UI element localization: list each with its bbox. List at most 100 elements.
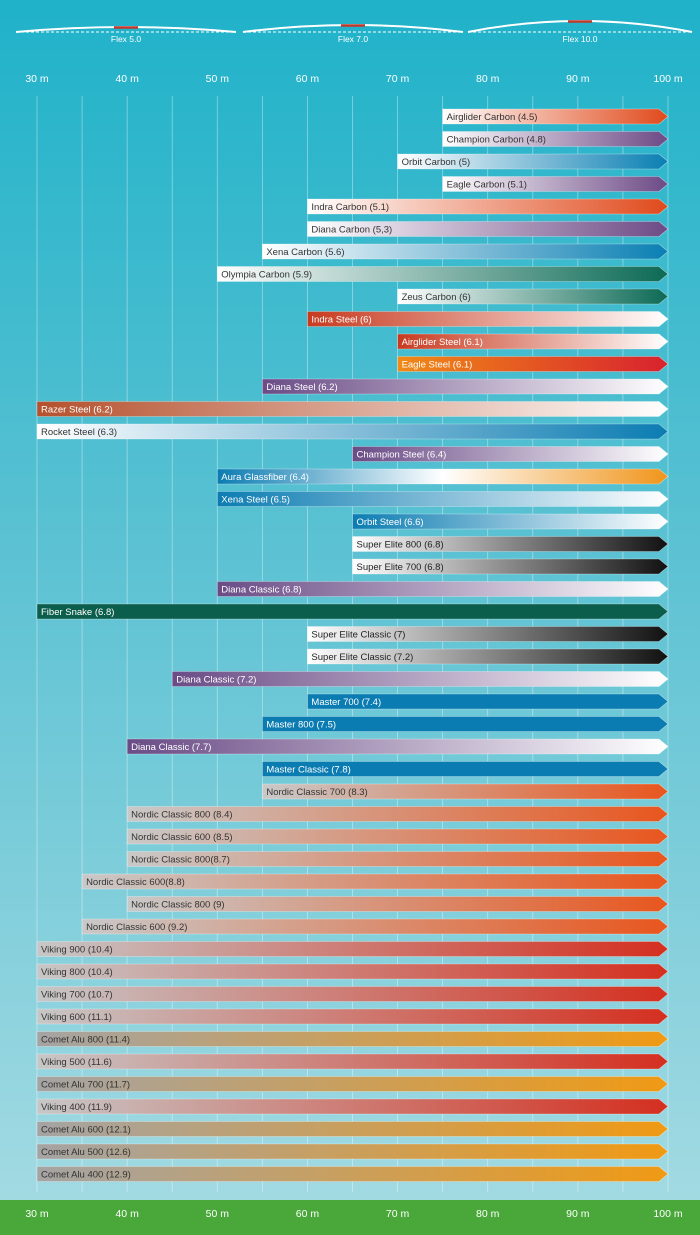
bar: Diana Classic (6.8) [216,581,669,597]
bar-label: Super Elite Classic (7) [311,630,405,641]
bar: Xena Steel (6.5) [216,491,669,507]
bar: Rocket Steel (6.3) [36,423,669,440]
bar-label: Diana Classic (6.8) [221,585,301,596]
bar-shape [262,783,669,800]
x-tick-label: 60 m [296,1208,320,1220]
bar: Airglider Carbon (4.5) [442,108,669,125]
bar-shape [397,153,669,170]
bar-label: Viking 500 (11.6) [41,1057,112,1068]
x-tick-label: 30 m [25,73,49,85]
bar: Nordic Classic 800 (8.4) [126,806,669,822]
bar-shape [307,626,669,642]
bar-shape [126,828,669,845]
bar: Diana Classic (7.7) [126,738,669,755]
bar-shape [216,468,669,485]
bar: Super Elite 700 (6.8) [352,558,669,575]
bar-shape [36,963,669,980]
bar-label: Nordic Classic 600(8.8) [86,877,185,888]
bar-shape [307,198,669,215]
bar: Viking 800 (10.4) [36,963,669,980]
bar-label: Nordic Classic 600 (9.2) [86,922,187,933]
bar: Orbit Steel (6.6) [352,513,669,530]
bar-shape [352,513,669,530]
bar-shape [352,536,669,552]
bar: Super Elite 800 (6.8) [352,536,669,552]
bar-label: Super Elite 700 (6.8) [357,562,444,573]
bar: Comet Alu 400 (12.9) [36,1166,669,1182]
bar-shape [216,491,669,507]
bar-label: Eagle Carbon (5.1) [447,180,527,191]
x-tick-label: 50 m [206,1208,230,1220]
bar: Comet Alu 800 (11.4) [36,1031,669,1047]
bar-shape [352,558,669,575]
bar-label: Diana Steel (6.2) [266,382,337,393]
bar-label: Nordic Classic 600 (8.5) [131,832,232,843]
bar: Viking 400 (11.9) [36,1098,669,1115]
x-tick-label: 80 m [476,73,500,85]
bar-shape [36,1008,669,1025]
bar-shape [262,761,669,777]
bar-label: Olympia Carbon (5.9) [221,270,312,281]
bar-shape [126,738,669,755]
bar-shape [36,941,669,957]
bar-shape [36,1166,669,1182]
bar: Master 800 (7.5) [262,716,669,732]
bar: Aura Glassfiber (6.4) [216,468,669,485]
bar-label: Orbit Carbon (5) [402,157,471,168]
bar-shape [262,716,669,732]
x-axis-top: 30 m 40 m 50 m 60 m 70 m 80 m 90 m 100 m [25,73,683,85]
bar: Eagle Steel (6.1) [397,356,669,372]
bar-label: Eagle Steel (6.1) [402,360,473,371]
flex-label: Flex 10.0 [563,34,598,44]
bar-shape [307,648,669,665]
bar-label: Comet Alu 400 (12.9) [41,1170,131,1181]
bar-label: Xena Steel (6.5) [221,495,290,506]
bar-label: Comet Alu 600 (12.1) [41,1125,131,1136]
x-tick-label: 50 m [206,73,230,85]
x-tick-label: 40 m [115,73,139,85]
x-tick-label: 60 m [296,73,320,85]
bar-shape [397,356,669,372]
bar-label: Viking 400 (11.9) [41,1102,112,1113]
bar: Viking 700 (10.7) [36,986,669,1002]
bar: Indra Carbon (5.1) [307,198,669,215]
bar-label: Super Elite Classic (7.2) [311,652,413,663]
bar: Champion Carbon (4.8) [442,131,669,147]
bar: Zeus Carbon (6) [397,288,669,305]
bar-shape [36,401,669,417]
bar: Viking 500 (11.6) [36,1053,669,1070]
bar-shape [36,1053,669,1070]
bar-shape [171,671,669,687]
bar-label: Comet Alu 700 (11.7) [41,1080,130,1091]
bar-shape [36,1143,669,1160]
bar: Master 700 (7.4) [307,693,669,710]
bar-label: Comet Alu 800 (11.4) [41,1035,130,1046]
x-tick-label: 70 m [386,1208,410,1220]
bar-label: Nordic Classic 800(8.7) [131,855,230,866]
bar-shape [216,266,669,282]
bar-shape [262,378,669,395]
bar-label: Orbit Steel (6.6) [357,517,424,528]
flex-item: Flex 7.0 [242,24,464,44]
bar-shape [36,986,669,1002]
bar-shape [442,108,669,125]
bar: Viking 600 (11.1) [36,1008,669,1025]
bar: Orbit Carbon (5) [397,153,669,170]
bar-label: Diana Classic (7.2) [176,675,256,686]
x-axis-bottom: 30 m 40 m 50 m 60 m 70 m 80 m 90 m 100 m [25,1208,683,1220]
bar-shape [307,693,669,710]
bar: Champion Steel (6.4) [352,446,669,462]
bar-shape [126,806,669,822]
bar-label: Viking 900 (10.4) [41,945,113,956]
bar-shape [36,1076,669,1092]
bar-shape [397,333,669,350]
bar-label: Airglider Carbon (4.5) [447,112,538,123]
bar: Master Classic (7.8) [262,761,669,777]
x-tick-label: 40 m [115,1208,139,1220]
bar: Diana Classic (7.2) [171,671,669,687]
bar: Nordic Classic 600 (9.2) [81,918,669,935]
bar: Nordic Classic 800 (9) [126,896,669,912]
bar-shape [81,918,669,935]
bar: Xena Carbon (5.6) [262,243,669,260]
